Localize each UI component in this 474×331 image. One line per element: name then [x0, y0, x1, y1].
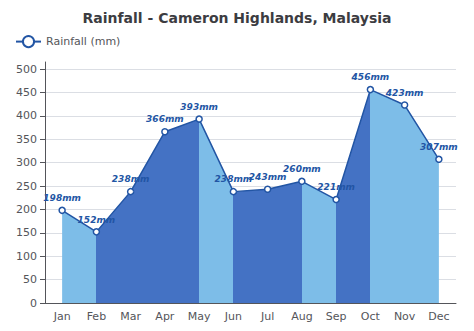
svg-text:152mm: 152mm: [78, 215, 116, 225]
svg-text:221mm: 221mm: [317, 182, 355, 192]
svg-text:Mar: Mar: [120, 310, 141, 323]
svg-text:Aug: Aug: [291, 310, 312, 323]
svg-text:500: 500: [16, 63, 37, 76]
svg-text:400: 400: [16, 109, 37, 122]
svg-text:300: 300: [16, 156, 37, 169]
svg-text:Sep: Sep: [326, 310, 347, 323]
svg-text:Oct: Oct: [361, 310, 381, 323]
svg-text:366mm: 366mm: [146, 114, 184, 124]
svg-text:Rainfall (mm): Rainfall (mm): [46, 35, 120, 48]
svg-text:200: 200: [16, 203, 37, 216]
svg-text:450: 450: [16, 86, 37, 99]
svg-text:350: 350: [16, 133, 37, 146]
svg-text:Jan: Jan: [53, 310, 71, 323]
svg-text:May: May: [188, 310, 211, 323]
svg-text:238mm: 238mm: [215, 174, 253, 184]
svg-text:Jul: Jul: [260, 310, 274, 323]
svg-text:307mm: 307mm: [420, 142, 458, 152]
svg-text:Rainfall - Cameron Highlands,: Rainfall - Cameron Highlands, Malaysia: [82, 10, 391, 26]
svg-text:260mm: 260mm: [283, 164, 321, 174]
svg-text:Dec: Dec: [428, 310, 449, 323]
svg-text:Feb: Feb: [87, 310, 106, 323]
svg-text:243mm: 243mm: [249, 172, 287, 182]
svg-text:Apr: Apr: [155, 310, 175, 323]
svg-text:423mm: 423mm: [385, 88, 424, 98]
svg-text:198mm: 198mm: [43, 193, 81, 203]
svg-text:50: 50: [23, 273, 37, 286]
svg-text:393mm: 393mm: [180, 102, 218, 112]
svg-text:456mm: 456mm: [351, 72, 390, 82]
svg-text:100: 100: [16, 250, 37, 263]
svg-text:Jun: Jun: [224, 310, 242, 323]
svg-text:250: 250: [16, 180, 37, 193]
svg-text:Nov: Nov: [394, 310, 416, 323]
svg-text:0: 0: [30, 297, 37, 310]
svg-text:238mm: 238mm: [112, 174, 150, 184]
svg-text:150: 150: [16, 226, 37, 239]
